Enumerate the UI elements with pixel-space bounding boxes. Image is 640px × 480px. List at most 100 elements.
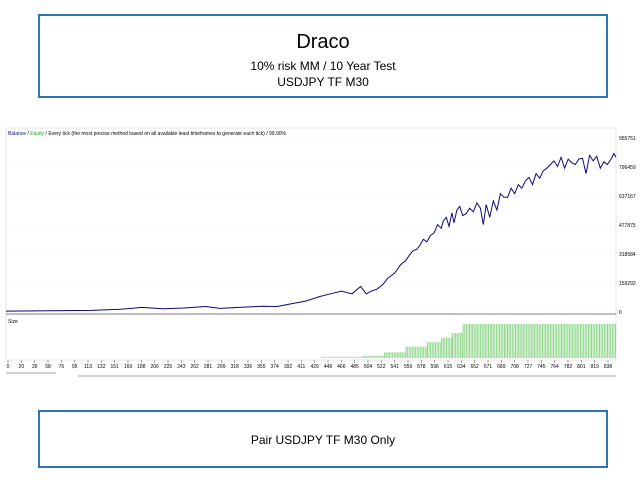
size-bar xyxy=(347,356,349,358)
size-bar xyxy=(535,324,537,358)
size-bar xyxy=(423,346,425,358)
x-tick-label: 801 xyxy=(577,364,586,370)
header-subtitle: 10% risk MM / 10 Year Test xyxy=(250,59,396,73)
x-tick-label: 76 xyxy=(59,364,65,370)
size-bar xyxy=(483,324,485,358)
size-bar xyxy=(519,324,521,358)
size-bar xyxy=(431,342,433,358)
x-tick-label: 58 xyxy=(45,364,51,370)
header-box: Draco 10% risk MM / 10 Year Test USDJPY … xyxy=(38,14,608,98)
size-bar xyxy=(565,324,567,358)
size-bar xyxy=(491,324,493,358)
x-tick-label: 727 xyxy=(524,364,533,370)
size-bar xyxy=(415,346,417,358)
size-bar xyxy=(385,352,387,358)
size-bar xyxy=(459,333,461,358)
size-bar xyxy=(381,355,383,358)
size-bar xyxy=(518,324,520,358)
size-bar xyxy=(426,346,428,358)
x-tick-label: 20 xyxy=(19,364,25,370)
size-bar xyxy=(603,324,605,358)
size-bar xyxy=(400,352,402,358)
size-bar xyxy=(331,356,333,358)
size-bar xyxy=(383,355,385,358)
y-axis: 0 159292 318584 477875 637167 796459 955751 xyxy=(619,136,636,316)
size-bar xyxy=(592,324,594,358)
x-tick-label: 374 xyxy=(270,364,279,370)
size-bar xyxy=(455,333,457,358)
x-tick-label: 522 xyxy=(377,364,386,370)
size-bar xyxy=(543,324,545,358)
size-bar xyxy=(388,352,390,358)
size-bar xyxy=(357,356,359,358)
size-bar xyxy=(456,333,458,358)
size-bar xyxy=(349,356,351,358)
x-tick-label: 39 xyxy=(32,364,38,370)
size-bar xyxy=(557,324,559,358)
size-bar xyxy=(450,337,452,358)
size-bar xyxy=(600,324,602,358)
size-bar xyxy=(567,324,569,358)
size-bar xyxy=(344,356,346,358)
size-panel-label: Size xyxy=(8,319,18,325)
x-tick-label: 206 xyxy=(150,364,159,370)
size-bar xyxy=(421,346,423,358)
size-bar xyxy=(524,324,526,358)
size-bar xyxy=(548,324,550,358)
size-bar xyxy=(405,346,407,358)
size-bar xyxy=(546,324,548,358)
x-tick-label: 132 xyxy=(97,364,106,370)
size-bar xyxy=(549,324,551,358)
size-bar xyxy=(333,356,335,358)
size-bar xyxy=(444,337,446,358)
size-bar xyxy=(353,356,355,358)
x-tick-label: 95 xyxy=(72,364,78,370)
size-bar xyxy=(494,324,496,358)
x-axis: 0 20 39 58 76 95 113 132 151 169 188 206 225 243 262 28… xyxy=(7,360,612,370)
size-bar xyxy=(403,352,405,358)
size-bar xyxy=(392,352,394,358)
x-tick-label: 615 xyxy=(444,364,453,370)
x-tick-label: 281 xyxy=(204,364,213,370)
x-tick-label: 596 xyxy=(430,364,439,370)
size-bar xyxy=(458,333,460,358)
size-bar xyxy=(334,356,336,358)
x-tick-label: 504 xyxy=(364,364,373,370)
size-bar xyxy=(428,342,430,358)
x-tick-label: 819 xyxy=(590,364,599,370)
size-bar xyxy=(541,324,543,358)
size-bar xyxy=(446,337,448,358)
size-bar xyxy=(426,342,428,358)
size-bar xyxy=(475,324,477,358)
size-bar xyxy=(370,355,372,358)
size-bar xyxy=(521,324,523,358)
size-bar xyxy=(499,324,501,358)
size-bar xyxy=(441,337,443,358)
x-tick-label: 764 xyxy=(550,364,559,370)
size-bar xyxy=(589,324,591,358)
header-symbol: USDJPY TF M30 xyxy=(277,75,369,89)
size-bar xyxy=(467,324,469,358)
x-tick-label: 0 xyxy=(7,364,10,370)
size-bar xyxy=(526,324,528,358)
size-bar xyxy=(597,324,599,358)
size-bar xyxy=(401,352,403,358)
x-tick-label: 634 xyxy=(457,364,466,370)
size-bar xyxy=(384,352,386,358)
size-bar xyxy=(398,352,400,358)
size-bar xyxy=(419,346,421,358)
size-bar xyxy=(469,324,471,358)
x-tick-label: 671 xyxy=(484,364,493,370)
size-bar xyxy=(350,356,352,358)
size-bar xyxy=(538,324,540,358)
chart-frame xyxy=(5,127,617,361)
size-bar xyxy=(599,324,601,358)
size-bar xyxy=(559,324,561,358)
size-bar xyxy=(595,324,597,358)
size-bar xyxy=(529,324,531,358)
size-bar xyxy=(473,324,475,358)
size-bar xyxy=(442,337,444,358)
x-tick-label: 541 xyxy=(390,364,399,370)
size-bar xyxy=(342,356,344,358)
size-bar xyxy=(449,337,451,358)
